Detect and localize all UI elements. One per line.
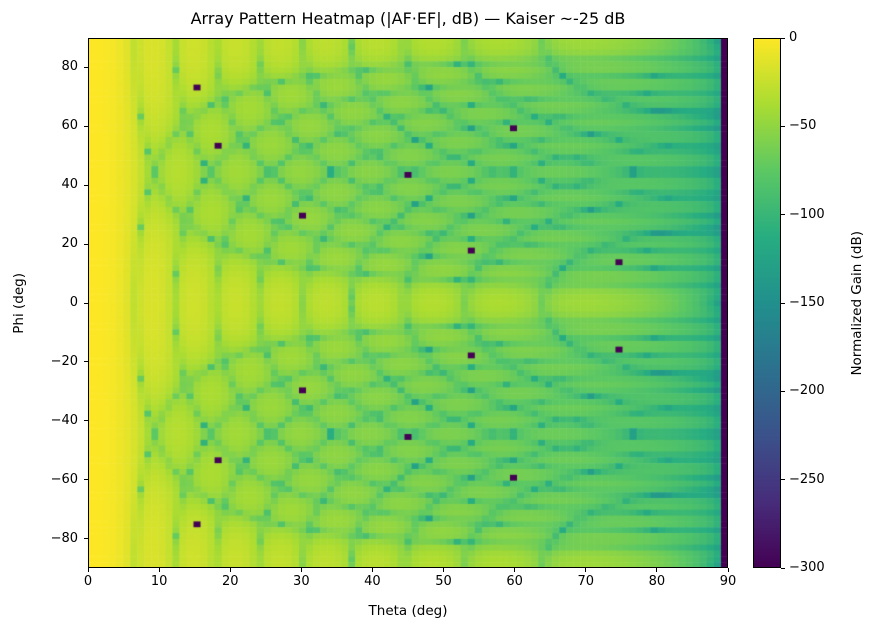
x-tick-label: 50 xyxy=(435,574,452,589)
y-tick xyxy=(84,184,88,186)
x-tick-label: 20 xyxy=(221,574,239,589)
colorbar-label: Normalized Gain (dB) xyxy=(849,230,865,376)
x-tick xyxy=(656,568,658,572)
y-axis-label: Phi (deg) xyxy=(11,272,27,334)
y-axis-label-wrap: Phi (deg) xyxy=(6,38,32,568)
colorbar-tick-label: 0 xyxy=(789,30,798,45)
colorbar-tick xyxy=(781,302,785,304)
x-tick-label: 10 xyxy=(150,574,168,589)
x-tick xyxy=(585,568,587,572)
y-tick-label: −60 xyxy=(50,471,78,487)
colorbar-tick-label: −200 xyxy=(789,383,825,399)
x-tick xyxy=(300,568,302,572)
x-tick-label: 0 xyxy=(83,574,93,589)
x-tick-label: 80 xyxy=(648,574,666,589)
colorbar-tick-label: −300 xyxy=(789,560,825,575)
x-tick xyxy=(87,568,89,572)
colorbar-tick-label: −150 xyxy=(789,295,825,310)
x-tick-label: 60 xyxy=(506,574,523,589)
x-tick-label: 40 xyxy=(364,574,381,589)
y-tick xyxy=(84,538,88,540)
y-tick-label: 0 xyxy=(69,295,78,310)
x-tick xyxy=(158,568,160,572)
y-tick xyxy=(84,302,88,304)
y-tick xyxy=(84,479,88,481)
x-axis-label: Theta (deg) xyxy=(368,603,448,619)
chart-title: Array Pattern Heatmap (|AF·EF|, dB) — Ka… xyxy=(190,9,626,28)
y-tick xyxy=(84,420,88,422)
x-tick xyxy=(229,568,231,572)
colorbar-tick xyxy=(781,479,785,481)
y-tick xyxy=(84,243,88,245)
colorbar-tick xyxy=(781,125,785,127)
x-tick xyxy=(371,568,373,572)
y-tick xyxy=(84,361,88,363)
y-tick-label: 60 xyxy=(61,118,78,134)
y-tick-label: −20 xyxy=(50,353,78,369)
y-tick-label: 20 xyxy=(61,236,78,252)
x-tick xyxy=(443,568,445,572)
colorbar-tick-label: −250 xyxy=(789,471,825,487)
y-tick xyxy=(84,125,88,127)
colorbar-label-wrap: Normalized Gain (dB) xyxy=(844,38,870,568)
y-tick-label: −40 xyxy=(50,412,78,428)
y-tick-label: 40 xyxy=(61,177,78,193)
heatmap-canvas xyxy=(88,38,728,568)
colorbar-tick xyxy=(781,214,785,216)
y-tick-label: 80 xyxy=(61,59,78,75)
x-tick xyxy=(727,568,729,572)
colorbar-canvas xyxy=(753,38,781,568)
x-tick xyxy=(514,568,516,572)
colorbar-tick-label: −50 xyxy=(789,118,817,134)
colorbar-tick xyxy=(781,37,785,39)
colorbar-tick xyxy=(781,567,785,569)
colorbar-tick xyxy=(781,390,785,392)
colorbar-tick-label: −100 xyxy=(789,206,825,222)
x-tick-label: 90 xyxy=(719,574,737,589)
y-tick xyxy=(84,66,88,68)
x-tick-label: 70 xyxy=(577,574,595,589)
y-tick-label: −80 xyxy=(50,530,78,546)
x-tick-label: 30 xyxy=(293,574,310,589)
